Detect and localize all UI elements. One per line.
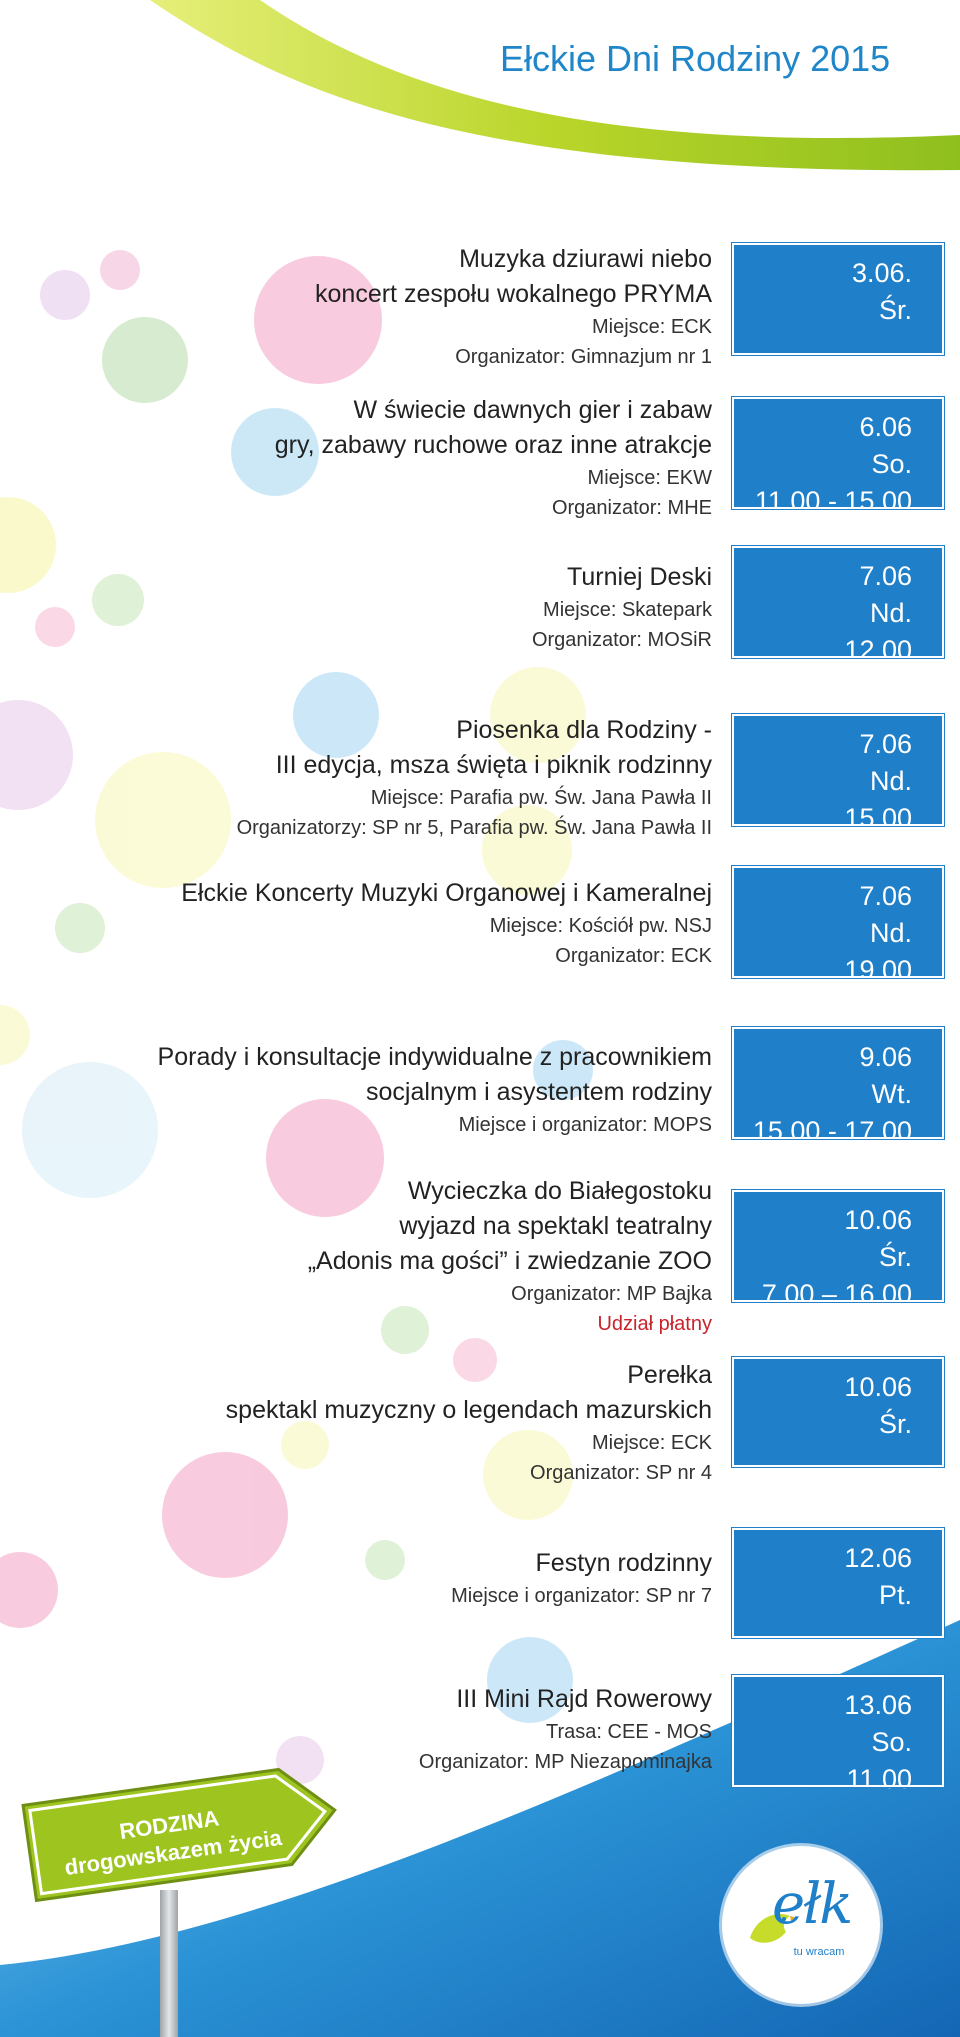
event-venue-organizer: Miejsce i organizator: MOPS: [458, 1114, 712, 1136]
event-venue: Miejsce: ECK: [591, 1432, 712, 1454]
event-date: 7.06: [859, 561, 912, 591]
event-time: 12.00: [844, 635, 912, 665]
event-date-badge: 10.06 Śr.: [731, 1356, 945, 1468]
event-item: Wycieczka do Białegostoku wyjazd na spek…: [72, 1174, 712, 1339]
event-name: Wycieczka do Białegostoku: [407, 1177, 712, 1205]
page-title: Ełckie Dni Rodziny 2015: [500, 38, 891, 79]
event-date-badge: 9.06 Wt. 15.00 - 17.00: [731, 1026, 945, 1146]
signpost-arrow-shape: [21, 1767, 337, 1903]
event-weekday: Nd.: [869, 918, 912, 948]
event-date-badge: 13.06 So. 11.00: [731, 1674, 945, 1794]
event-subtitle: „Adonis ma gości” i zwiedzanie ZOO: [307, 1247, 712, 1275]
event-weekday: So.: [871, 449, 912, 479]
event-name: Festyn rodzinny: [535, 1549, 712, 1577]
event-date: 9.06: [859, 1042, 912, 1072]
event-name: III Mini Rajd Rowerowy: [456, 1685, 712, 1713]
logo-wordmark: ełk: [772, 1872, 853, 1937]
event-weekday: Wt.: [871, 1079, 913, 1109]
event-time: 11.00 - 15.00: [754, 486, 912, 516]
event-name: W świecie dawnych gier i zabaw: [353, 396, 712, 424]
event-name: Piosenka dla Rodziny -: [456, 716, 712, 744]
event-venue: Miejsce: Kościół pw. NSJ: [489, 915, 712, 937]
event-subtitle: III edycja, msza święta i piknik rodzinn…: [275, 751, 712, 779]
event-organizer: Organizator: SP nr 4: [530, 1462, 712, 1484]
paid-notice: Udział płatny: [597, 1313, 712, 1335]
event-time: 11.00: [846, 1764, 912, 1794]
event-subtitle: socjalnym i asystentem rodziny: [366, 1078, 712, 1106]
bird-icon: [750, 1914, 797, 1943]
event-route: Trasa: CEE - MOS: [546, 1721, 712, 1743]
event-name: Ełckie Koncerty Muzyki Organowej i Kamer…: [181, 879, 712, 907]
event-item: III Mini Rajd Rowerowy Trasa: CEE - MOS …: [72, 1682, 712, 1777]
event-name: Muzyka dziurawi niebo: [459, 245, 712, 273]
event-venue-organizer: Miejsce i organizator: SP nr 7: [451, 1585, 712, 1607]
event-date: 7.06: [859, 881, 912, 911]
event-weekday: Nd.: [869, 766, 912, 796]
event-date-badge: 3.06. Śr.: [731, 242, 945, 356]
event-time: 15.00: [844, 803, 912, 833]
event-venue: Miejsce: Parafia pw. Św. Jana Pawła II: [370, 787, 712, 809]
event-organizer: Organizator: MP Bajka: [511, 1283, 712, 1305]
decorative-bubbles: [0, 250, 593, 1784]
event-date: 7.06: [859, 729, 912, 759]
event-date: 13.06: [844, 1690, 912, 1720]
signpost-pole: [160, 1890, 178, 2037]
logo-tagline: tu wracam: [793, 1946, 845, 1958]
event-name: Porady i konsultacje indywidualne z prac…: [157, 1043, 712, 1071]
event-item: Festyn rodzinny Miejsce i organizator: S…: [72, 1546, 712, 1611]
event-subtitle: spektakl muzyczny o legendach mazurskich: [225, 1396, 712, 1424]
event-weekday: Śr.: [878, 295, 912, 325]
event-subtitle: gry, zabawy ruchowe oraz inne atrakcje: [274, 431, 712, 459]
event-date-badge: 7.06 Nd. 12.00: [731, 545, 945, 665]
event-date: 12.06: [844, 1543, 912, 1573]
event-item: Perełka spektakl muzyczny o legendach ma…: [72, 1358, 712, 1488]
bottom-blue-wave: [0, 1620, 960, 2037]
event-item: Turniej Deski Miejsce: Skatepark Organiz…: [72, 560, 712, 655]
event-date: 10.06: [844, 1372, 912, 1402]
event-date: 3.06.: [851, 258, 912, 288]
event-time: 15.00 - 17.00: [752, 1116, 912, 1146]
event-time: 19.00: [844, 955, 912, 985]
top-green-swoosh: [150, 0, 960, 171]
event-name: Perełka: [627, 1361, 712, 1389]
event-date-badge: 7.06 Nd. 19.00: [731, 865, 945, 985]
event-organizer: Organizatorzy: SP nr 5, Parafia pw. Św. …: [236, 817, 712, 839]
signpost: RODZINA drogowskazem życia: [18, 1754, 348, 1909]
event-name: Turniej Deski: [567, 563, 712, 591]
event-venue: Miejsce: ECK: [591, 316, 712, 338]
elk-logo: ełk tu wracam: [722, 1846, 880, 2004]
event-weekday: Śr.: [878, 1409, 912, 1439]
event-subtitle: wyjazd na spektakl teatralny: [399, 1212, 712, 1240]
event-venue: Miejsce: EKW: [587, 467, 712, 489]
event-date-badge: 6.06 So. 11.00 - 15.00: [731, 396, 945, 516]
event-weekday: Nd.: [869, 598, 912, 628]
event-date-badge: 10.06 Śr. 7.00 – 16.00: [731, 1189, 945, 1309]
event-weekday: Pt.: [878, 1580, 912, 1610]
event-organizer: Organizator: ECK: [555, 945, 712, 967]
event-item: Porady i konsultacje indywidualne z prac…: [72, 1040, 712, 1140]
event-weekday: So.: [871, 1727, 912, 1757]
event-organizer: Organizator: MP Niezapominajka: [418, 1751, 712, 1773]
event-subtitle: koncert zespołu wokalnego PRYMA: [315, 280, 712, 308]
event-item: Muzyka dziurawi niebo koncert zespołu wo…: [72, 242, 712, 372]
event-date-badge: 12.06 Pt.: [731, 1527, 945, 1639]
event-date: 10.06: [844, 1205, 912, 1235]
event-item: Piosenka dla Rodziny - III edycja, msza …: [72, 713, 712, 843]
event-venue: Miejsce: Skatepark: [543, 599, 712, 621]
event-date-badge: 7.06 Nd. 15.00: [731, 713, 945, 833]
event-item: Ełckie Koncerty Muzyki Organowej i Kamer…: [72, 876, 712, 971]
event-weekday: Śr.: [878, 1242, 912, 1272]
event-organizer: Organizator: Gimnazjum nr 1: [455, 346, 712, 368]
event-organizer: Organizator: MHE: [551, 497, 712, 519]
event-organizer: Organizator: MOSiR: [531, 629, 712, 651]
event-item: W świecie dawnych gier i zabaw gry, zaba…: [72, 393, 712, 523]
event-time: 7.00 – 16.00: [761, 1279, 912, 1309]
event-date: 6.06: [859, 412, 912, 442]
